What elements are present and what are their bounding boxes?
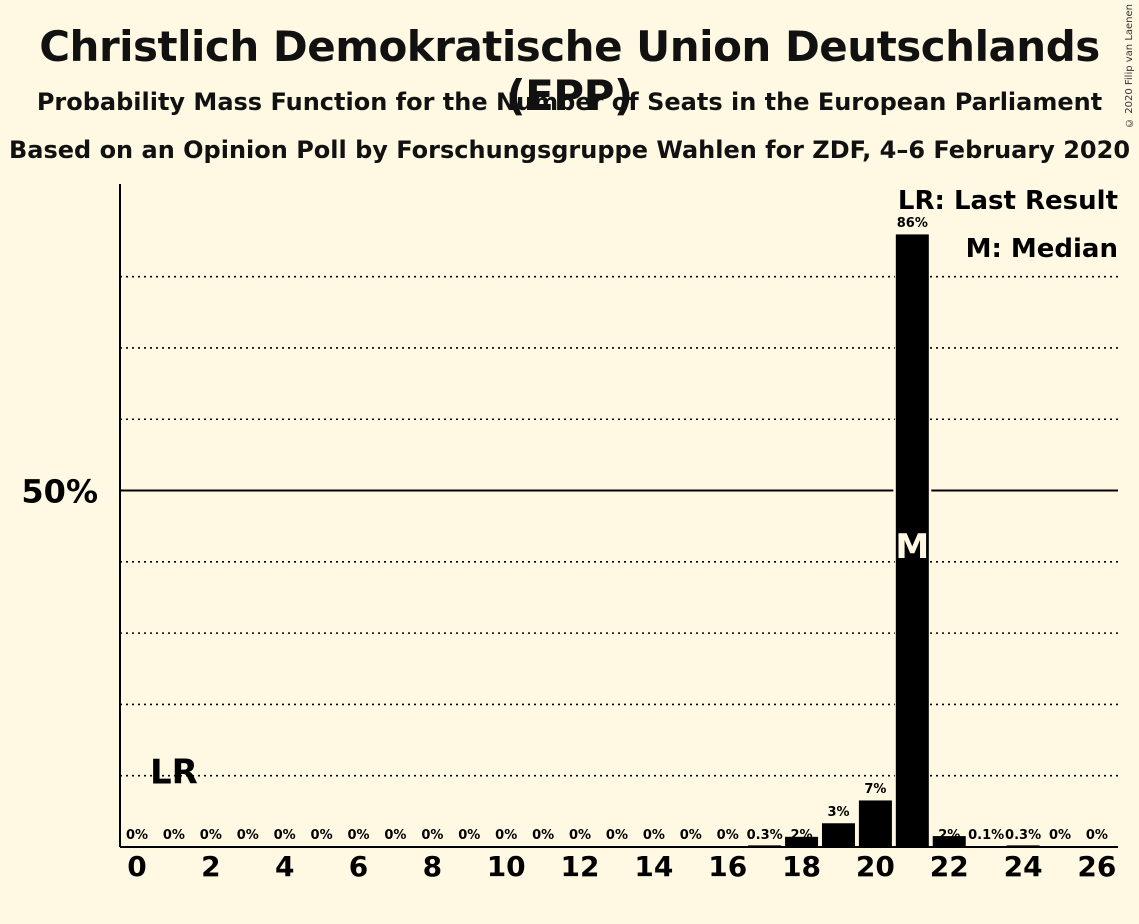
x-tick-label-22: 22 xyxy=(930,850,969,883)
bar-label-seat-24: 0.3% xyxy=(1005,828,1041,843)
labels: 50%0 2 4 6 8 10 12 14 16 18 20 22 24 260% 0% 0% 0% 0% 0% 0%… xyxy=(21,186,1118,883)
bar-label-seat-1: 0% xyxy=(163,828,185,843)
bar-label-seat-0: 0% xyxy=(126,828,148,843)
bar-label-seat-26: 0% xyxy=(1086,828,1108,843)
bar-seat-19 xyxy=(820,822,856,848)
bar-label-seat-25: 0% xyxy=(1049,828,1071,843)
chart-subtitle: Probability Mass Function for the Number… xyxy=(36,88,1103,116)
y-tick-label-50: 50% xyxy=(21,473,98,511)
chart-source-subtitle: Based on an Opinion Poll by Forschungsgr… xyxy=(8,136,1131,164)
bar-label-seat-6: 0% xyxy=(347,828,369,843)
bar-label-seat-12: 0% xyxy=(569,828,591,843)
bar-label-seat-18: 2% xyxy=(791,828,813,843)
x-tick-label-0: 0 xyxy=(127,850,146,883)
x-tick-label-10: 10 xyxy=(487,850,526,883)
x-tick-label-20: 20 xyxy=(856,850,895,883)
bar-label-seat-4: 0% xyxy=(274,828,296,843)
chart-title: Christlich Demokratische Union Deutschla… xyxy=(39,22,1100,120)
bar-label-seat-8: 0% xyxy=(421,828,443,843)
x-tick-label-18: 18 xyxy=(782,850,821,883)
axes xyxy=(119,184,1118,848)
bar-label-seat-10: 0% xyxy=(495,828,517,843)
legend-last-result: LR: Last Result xyxy=(898,186,1118,216)
bar-label-seat-14: 0% xyxy=(643,828,665,843)
bar-label-seat-17: 0.3% xyxy=(747,828,783,843)
x-tick-label-2: 2 xyxy=(201,850,220,883)
x-tick-label-6: 6 xyxy=(349,850,368,883)
bars xyxy=(747,233,1041,848)
bar-label-seat-23: 0.1% xyxy=(968,828,1004,843)
bar-label-seat-5: 0% xyxy=(311,828,333,843)
x-tick-label-12: 12 xyxy=(561,850,600,883)
x-tick-label-26: 26 xyxy=(1077,850,1116,883)
bar-label-seat-20: 7% xyxy=(864,782,886,797)
last-result-marker: LR xyxy=(150,753,198,793)
bar-label-seat-2: 0% xyxy=(200,828,222,843)
bar-seat-20 xyxy=(857,799,893,848)
bar-label-seat-22: 2% xyxy=(938,828,960,843)
bar-label-seat-16: 0% xyxy=(717,828,739,843)
x-tick-label-16: 16 xyxy=(708,850,747,883)
bar-label-seat-15: 0% xyxy=(680,828,702,843)
bar-label-seat-7: 0% xyxy=(384,828,406,843)
x-tick-label-24: 24 xyxy=(1004,850,1043,883)
bar-label-seat-3: 0% xyxy=(237,828,259,843)
bar-label-seat-21: 86% xyxy=(897,216,928,231)
bar-label-seat-9: 0% xyxy=(458,828,480,843)
legend-median: M: Median xyxy=(966,234,1118,264)
bar-label-seat-11: 0% xyxy=(532,828,554,843)
median-marker: M xyxy=(895,527,929,567)
x-tick-label-14: 14 xyxy=(634,850,673,883)
gridlines xyxy=(120,275,1118,777)
bar-label-seat-19: 3% xyxy=(827,805,849,820)
x-tick-label-8: 8 xyxy=(423,850,442,883)
x-tick-label-4: 4 xyxy=(275,850,294,883)
bar-label-seat-13: 0% xyxy=(606,828,628,843)
